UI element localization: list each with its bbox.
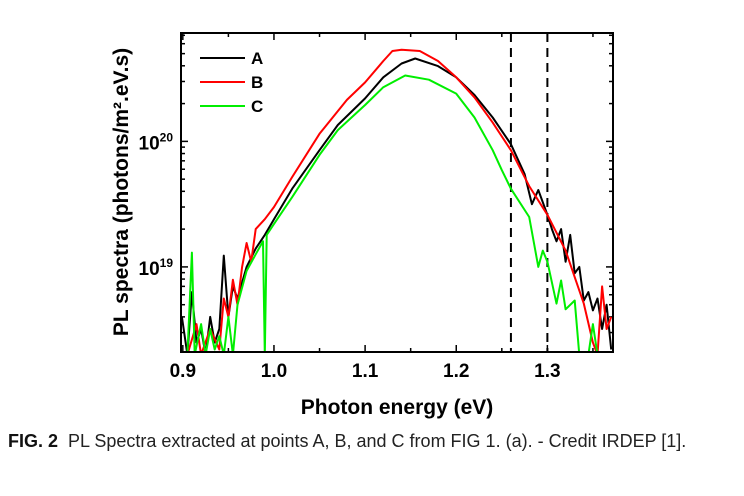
x-tick-label: 1.2 — [443, 361, 469, 382]
series-line-a — [181, 57, 613, 352]
y-axis-title: PL spectra (photons/m².eV.s) — [110, 48, 133, 336]
y-tick-label: 1019 — [139, 256, 174, 280]
x-tick-label: 1.0 — [261, 361, 287, 382]
caption-label: FIG. 2 — [8, 431, 59, 451]
x-axis-title: Photon energy (eV) — [301, 396, 494, 419]
legend-label-c: C — [251, 97, 263, 116]
dashed-marker-lines — [509, 33, 549, 352]
caption-text: PL Spectra extracted at points A, B, and… — [68, 431, 687, 451]
series-line-c — [186, 74, 599, 352]
x-tick-label: 1.1 — [352, 361, 379, 382]
plot-frame — [180, 32, 614, 353]
legend-label-b: B — [251, 73, 263, 92]
figure-caption: FIG. 2 PL Spectra extracted at points A,… — [8, 426, 738, 456]
x-tick-labels: 0.9 1.0 1.1 1.2 1.3 — [170, 361, 561, 382]
legend-label-a: A — [251, 49, 263, 68]
y-tick-base: 10 — [139, 133, 160, 154]
y-tick-exponent: 20 — [160, 130, 174, 144]
y-tick-exponent: 19 — [160, 256, 174, 270]
x-tick-label: 1.3 — [534, 361, 560, 382]
y-tick-base: 10 — [139, 259, 160, 280]
x-tick-label: 0.9 — [170, 361, 196, 382]
series-lines — [181, 48, 613, 352]
y-tick-label: 1020 — [139, 130, 174, 154]
legend: ABC — [200, 49, 263, 116]
